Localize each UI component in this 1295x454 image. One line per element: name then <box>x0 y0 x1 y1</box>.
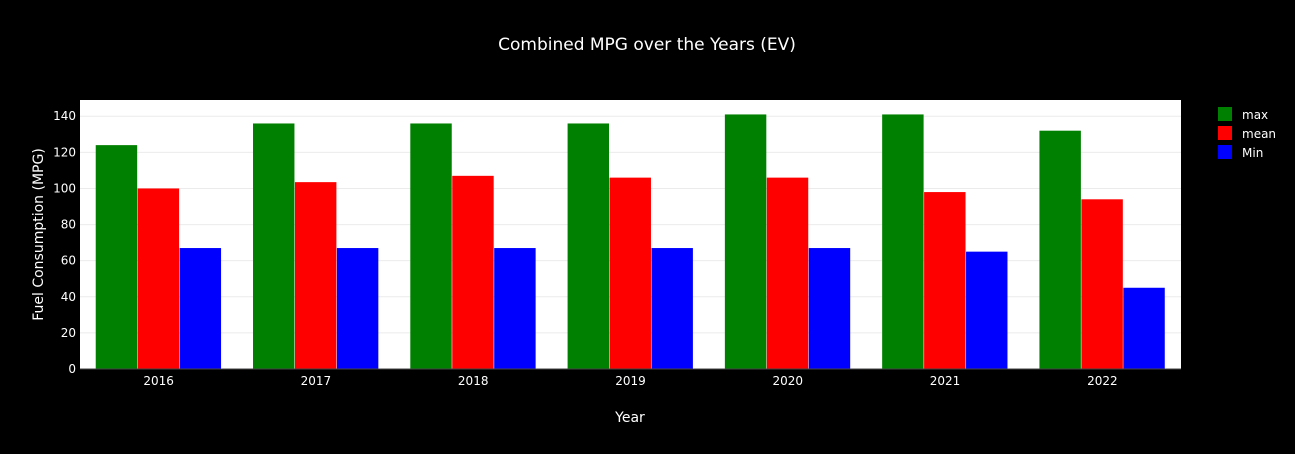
y-tick-label: 60 <box>61 254 76 268</box>
bar-mean-2020[interactable] <box>766 177 809 369</box>
y-tick-label: 80 <box>61 218 76 232</box>
bar-max-2021[interactable] <box>882 114 924 369</box>
y-tick-label: 20 <box>61 326 76 340</box>
legend-label-min: Min <box>1242 146 1263 160</box>
x-tick-label-2019: 2019 <box>615 374 646 388</box>
x-tick-label-2018: 2018 <box>458 374 489 388</box>
bar-max-2020[interactable] <box>724 114 767 369</box>
y-tick-label: 100 <box>53 181 76 195</box>
y-tick-label: 120 <box>53 145 76 159</box>
bar-max-2016[interactable] <box>95 145 138 369</box>
bar-min-2016[interactable] <box>179 248 222 369</box>
bar-min-2017[interactable] <box>336 248 379 369</box>
x-axis-title: Year <box>614 410 645 426</box>
y-tick-labels: 0 20 40 60 80 100 120 140 <box>53 109 76 376</box>
bar-min-2021[interactable] <box>966 251 1008 369</box>
legend-swatch-min <box>1218 145 1232 159</box>
bar-mean-2021[interactable] <box>924 192 966 369</box>
y-tick-label: 40 <box>61 290 76 304</box>
bar-mean-2016[interactable] <box>137 188 180 369</box>
legend-item-min[interactable]: Min <box>1218 145 1263 160</box>
bar-min-2020[interactable] <box>808 248 851 369</box>
bar-max-2022[interactable] <box>1039 130 1081 369</box>
bar-mean-2022[interactable] <box>1081 199 1123 369</box>
legend-swatch-max <box>1218 107 1232 121</box>
x-tick-label-2016: 2016 <box>143 374 174 388</box>
bar-max-2019[interactable] <box>567 123 610 369</box>
y-axis-title: Fuel Consumption (MPG) <box>31 148 47 321</box>
legend-item-max[interactable]: max <box>1218 107 1268 122</box>
legend-label-mean: mean <box>1242 127 1276 141</box>
bar-max-2017[interactable] <box>253 123 295 369</box>
chart-title: Combined MPG over the Years (EV) <box>498 35 796 55</box>
bar-mean-2018[interactable] <box>452 175 494 369</box>
bars <box>95 114 1165 369</box>
x-tick-label-2021: 2021 <box>930 374 961 388</box>
bar-min-2022[interactable] <box>1123 287 1165 369</box>
legend-swatch-mean <box>1218 126 1232 140</box>
legend[interactable]: max mean Min <box>1218 107 1276 160</box>
y-tick-label: 0 <box>68 362 76 376</box>
bar-mean-2019[interactable] <box>609 177 651 369</box>
bar-min-2019[interactable] <box>651 248 693 369</box>
y-tick-label: 140 <box>53 109 76 123</box>
bar-min-2018[interactable] <box>494 248 536 369</box>
x-tick-label-2022: 2022 <box>1087 374 1118 388</box>
x-tick-label-2017: 2017 <box>301 374 332 388</box>
x-tick-labels: 2016 2017 2018 2019 2020 2021 2022 <box>143 374 1117 388</box>
bar-mean-2017[interactable] <box>294 182 337 369</box>
legend-label-max: max <box>1242 108 1268 122</box>
bar-max-2018[interactable] <box>410 123 452 369</box>
x-tick-label-2020: 2020 <box>773 374 804 388</box>
legend-item-mean[interactable]: mean <box>1218 126 1276 141</box>
